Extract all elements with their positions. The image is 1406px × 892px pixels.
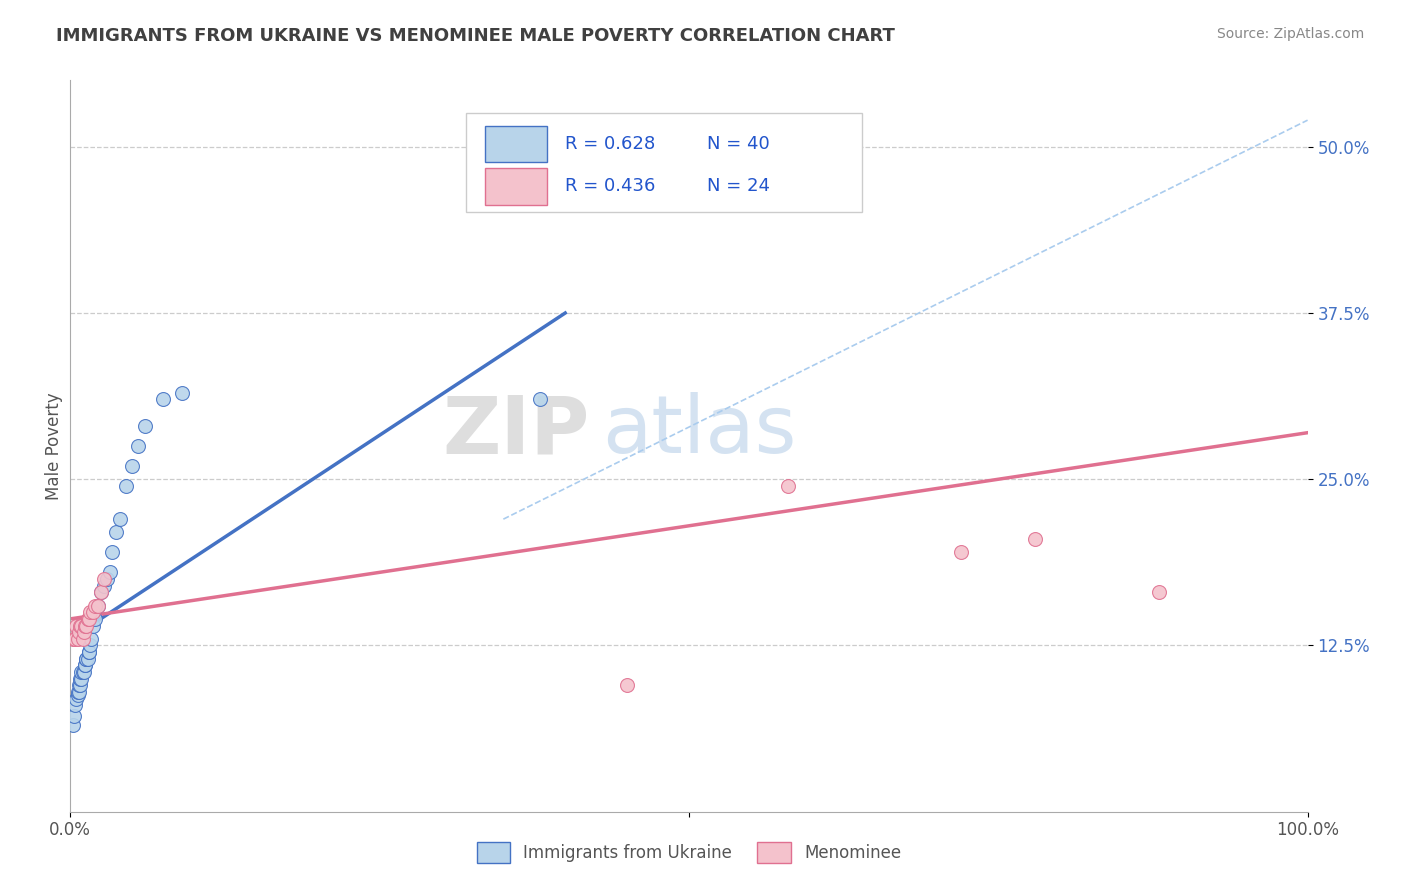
Point [134, 419, 156, 434]
Bar [485, 168, 547, 204]
Point [127, 439, 149, 453]
Point [80, 632, 103, 646]
Point [77, 612, 100, 626]
Point [76, 612, 98, 626]
Text: N = 40: N = 40 [707, 135, 770, 153]
FancyBboxPatch shape [467, 113, 862, 212]
Text: N = 24: N = 24 [707, 178, 770, 195]
Point [529, 392, 551, 407]
Point [82, 618, 104, 632]
Point [73, 625, 96, 640]
Point [66, 632, 89, 646]
Point [77, 645, 100, 659]
Point [105, 525, 128, 540]
Text: atlas: atlas [602, 392, 797, 470]
Point [79, 605, 101, 619]
Point [616, 678, 638, 692]
Point [115, 479, 138, 493]
Point [75, 618, 97, 632]
Text: ZIP: ZIP [443, 392, 591, 470]
Point [65, 698, 87, 713]
Point [1147, 585, 1170, 599]
Point [121, 458, 143, 473]
Point [90, 585, 112, 599]
Point [67, 625, 90, 640]
Point [93, 579, 115, 593]
Point [72, 665, 94, 679]
Point [66, 688, 89, 702]
Point [65, 632, 87, 646]
Point [90, 585, 112, 599]
Point [1024, 532, 1046, 546]
Legend: Immigrants from Ukraine, Menominee: Immigrants from Ukraine, Menominee [470, 836, 908, 869]
Point [70, 618, 93, 632]
Point [63, 709, 86, 723]
Point [75, 658, 97, 673]
Point [65, 691, 87, 706]
Text: Source: ZipAtlas.com: Source: ZipAtlas.com [1216, 27, 1364, 41]
Point [67, 685, 90, 699]
Point [86, 599, 108, 613]
Point [79, 639, 101, 653]
Text: R = 0.628: R = 0.628 [565, 135, 655, 153]
Point [98, 566, 121, 580]
Point [170, 385, 193, 400]
Point [86, 599, 108, 613]
Point [101, 545, 124, 559]
Point [73, 665, 96, 679]
Point [65, 618, 87, 632]
Point [69, 672, 91, 686]
Point [108, 512, 131, 526]
Point [93, 572, 115, 586]
Point [77, 645, 100, 659]
Point [72, 632, 94, 646]
Point [70, 672, 93, 686]
Point [75, 652, 97, 666]
Point [96, 572, 118, 586]
Point [75, 658, 97, 673]
Point [62, 632, 84, 646]
Bar [485, 126, 547, 162]
Y-axis label: Male Poverty: Male Poverty [45, 392, 63, 500]
Point [69, 618, 91, 632]
Point [62, 718, 84, 732]
Point [67, 678, 90, 692]
Point [75, 618, 97, 632]
Point [75, 652, 97, 666]
Point [70, 665, 93, 679]
Point [76, 652, 98, 666]
Text: IMMIGRANTS FROM UKRAINE VS MENOMINEE MALE POVERTY CORRELATION CHART: IMMIGRANTS FROM UKRAINE VS MENOMINEE MAL… [56, 27, 896, 45]
Point [950, 545, 973, 559]
Point [82, 605, 104, 619]
Text: R = 0.436: R = 0.436 [565, 178, 655, 195]
Point [152, 392, 174, 407]
Point [84, 612, 107, 626]
Point [84, 599, 107, 613]
Point [776, 479, 799, 493]
Point [66, 685, 89, 699]
Point [69, 678, 91, 692]
